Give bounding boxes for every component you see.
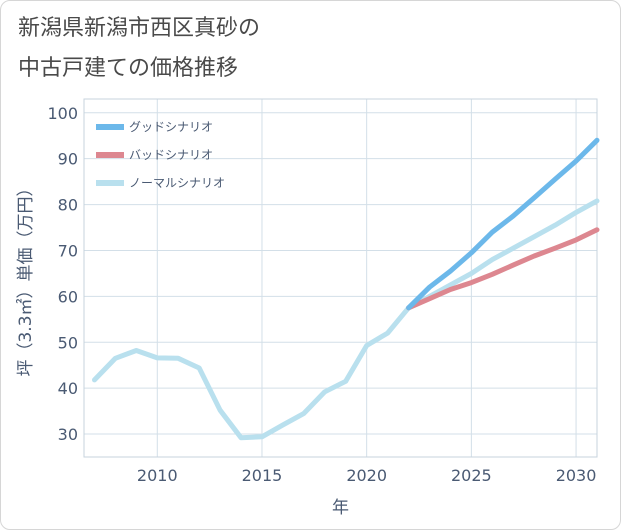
x-tick-label: 2030 [556,466,597,485]
chart-title-line-1: 新潟県新潟市西区真砂の [18,16,261,41]
x-tick-label: 2025 [451,466,492,485]
y-tick-label: 70 [58,241,78,260]
chart-title-line-2: 中古戸建ての価格推移 [18,56,239,81]
series-line-0 [406,137,600,311]
legend-label-1: バッドシナリオ [129,148,213,162]
y-tick-label: 40 [58,379,78,398]
y-tick-label: 90 [58,150,78,169]
legend-label-0: グッドシナリオ [129,120,213,134]
x-axis-label: 年 [332,498,349,518]
y-tick-label: 30 [58,425,78,444]
y-axis-label: 坪（3.3㎡）単価（万円） [16,179,36,376]
y-tick-label: 60 [58,287,78,306]
legend-label-2: ノーマルシナリオ [129,176,225,190]
x-tick-label: 2020 [346,466,387,485]
plot-area-frame [83,98,598,458]
y-tick-label: 100 [47,104,78,123]
x-tick-label: 2010 [137,466,178,485]
y-tick-label: 80 [58,196,78,215]
x-tick-label: 2015 [242,466,283,485]
y-tick-label: 50 [58,333,78,352]
series-line-2 [92,198,600,441]
series-line-1 [406,227,600,311]
